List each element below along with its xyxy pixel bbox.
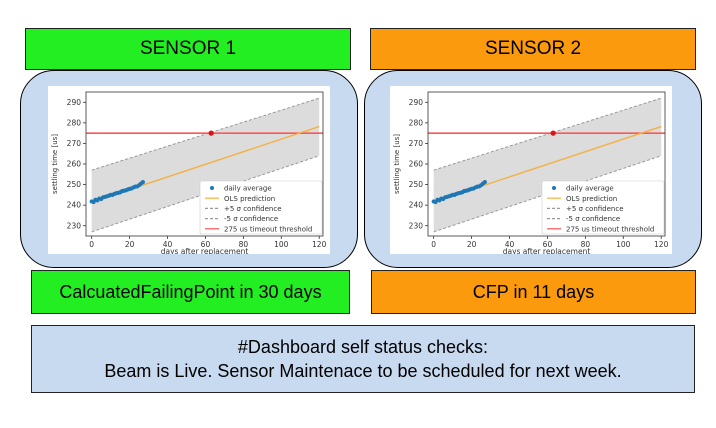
legend-label: +5 σ confidence [224, 205, 282, 213]
y-tick-label: 260 [67, 160, 82, 169]
y-tick-label: 290 [409, 98, 424, 107]
legend-label: OLS prediction [566, 195, 617, 203]
y-tick-label: 250 [409, 180, 424, 189]
y-tick-label: 230 [409, 221, 424, 230]
legend-label: daily average [566, 185, 614, 193]
x-tick-label: 120 [654, 240, 669, 249]
legend-label: 275 us timeout threshold [224, 225, 312, 233]
x-tick-label: 0 [431, 240, 436, 249]
x-tick-label: 60 [543, 240, 553, 249]
y-tick-label: 240 [67, 201, 82, 210]
y-axis-label: settling time [us] [393, 134, 401, 194]
y-tick-label: 240 [409, 201, 424, 210]
x-tick-label: 0 [89, 240, 94, 249]
status-message: Beam is Live. Sensor Maintenace to be sc… [104, 361, 622, 381]
x-tick-label: 40 [163, 240, 173, 249]
sensor-2-header: SENSOR 2 [370, 28, 696, 70]
legend-label: +5 σ confidence [566, 205, 624, 213]
sensor-1-header: SENSOR 1 [25, 28, 351, 70]
y-tick-label: 250 [67, 180, 82, 189]
legend-label: 275 us timeout threshold [566, 225, 654, 233]
x-tick-label: 120 [312, 240, 327, 249]
y-axis-label: settling time [us] [51, 134, 59, 194]
sensor-2-failing-point: CFP in 11 days [371, 270, 696, 314]
failing-point-marker [550, 130, 556, 136]
legend-marker [552, 186, 556, 190]
x-tick-label: 60 [201, 240, 211, 249]
status-title: #Dashboard self status checks: [237, 337, 489, 357]
x-tick-label: 100 [616, 240, 631, 249]
sensor-1-failing-point: CalcuatedFailingPoint in 30 days [31, 270, 350, 314]
y-tick-label: 290 [67, 98, 82, 107]
x-tick-label: 40 [505, 240, 515, 249]
failing-point-marker [208, 130, 214, 136]
x-tick-label: 20 [467, 240, 477, 249]
x-axis-label: days after replacement [503, 247, 591, 254]
y-tick-label: 230 [67, 221, 82, 230]
sensor-2-chart: 0 20 40 60 80 100 120 230 240 250 260 270 280 290 days… [390, 86, 672, 256]
x-tick-label: 20 [125, 240, 135, 249]
y-tick-label: 280 [67, 118, 82, 127]
sensor-1-settling-time-chart: 0 20 40 60 80 100 120 230 240 250 260 270 280 290 days… [51, 91, 327, 256]
legend-label: OLS prediction [224, 195, 275, 203]
legend-box [199, 180, 323, 235]
y-tick-label: 270 [409, 139, 424, 148]
legend-label: -5 σ confidence [566, 215, 620, 223]
x-tick-label: 100 [274, 240, 289, 249]
legend-label: -5 σ confidence [224, 215, 278, 223]
sensor-1-chart: 0 20 40 60 80 100 120 230 240 250 260 270 280 290 days… [48, 86, 330, 256]
dashboard-status-box: #Dashboard self status checks: Beam is L… [31, 325, 695, 393]
y-tick-label: 270 [67, 139, 82, 148]
y-tick-label: 260 [409, 160, 424, 169]
legend-marker [210, 186, 214, 190]
daily-average-point [140, 180, 145, 185]
legend-label: daily average [224, 185, 272, 193]
x-tick-label: 80 [239, 240, 249, 249]
sensor-2-settling-time-chart: 0 20 40 60 80 100 120 230 240 250 260 270 280 290 days… [393, 91, 669, 256]
x-axis-label: days after replacement [161, 247, 249, 254]
daily-average-point [482, 180, 487, 185]
x-tick-label: 80 [581, 240, 591, 249]
legend-box [541, 180, 665, 235]
y-tick-label: 280 [409, 118, 424, 127]
